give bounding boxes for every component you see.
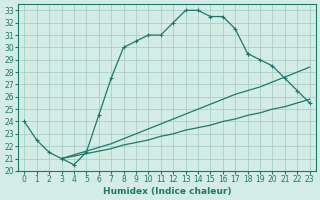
- X-axis label: Humidex (Indice chaleur): Humidex (Indice chaleur): [103, 187, 231, 196]
